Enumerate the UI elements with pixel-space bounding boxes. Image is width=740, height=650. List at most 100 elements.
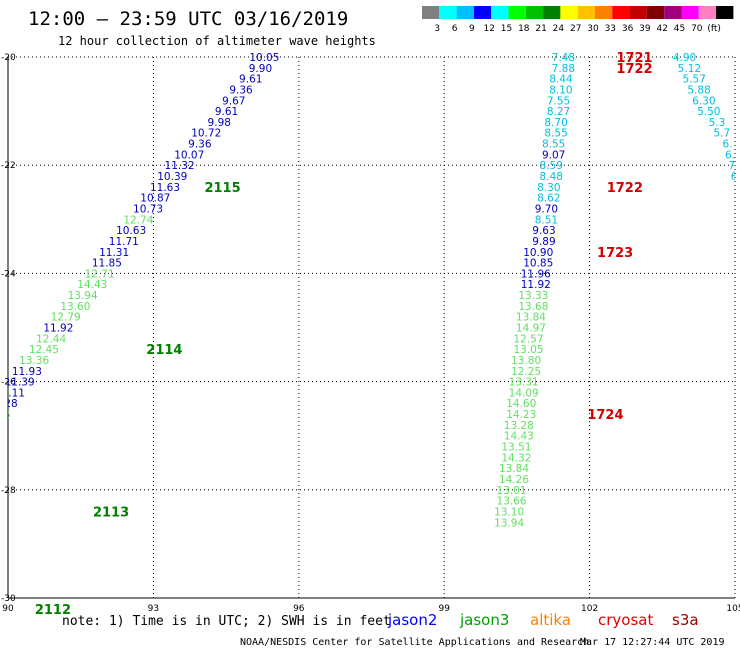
wave-height-label: 13.10 xyxy=(494,506,524,518)
pass-time-label: 2112 xyxy=(35,603,71,618)
wave-height-label: 8.70 xyxy=(544,117,567,129)
wave-height-label: 14.60 xyxy=(506,398,536,410)
wave-height-label: 8.62 xyxy=(537,193,560,205)
wave-height-label: 12.25 xyxy=(511,366,541,378)
wave-height-label: 13.94 xyxy=(68,290,98,302)
color-swatch xyxy=(422,6,440,19)
color-swatch xyxy=(681,6,699,19)
wave-height-label: 8.59 xyxy=(540,160,563,172)
wave-height-label: 4.90 xyxy=(673,52,696,64)
wave-height-label: 13.31 xyxy=(509,377,539,389)
color-swatch xyxy=(595,6,613,19)
wave-height-label: 11.63 xyxy=(150,182,180,194)
mission-legend: jason2 jason3 altika cryosat s3a xyxy=(387,611,699,629)
wave-height-label: 7.88 xyxy=(552,63,575,75)
color-swatch xyxy=(473,6,492,19)
wave-height-label: 13.94 xyxy=(494,517,524,529)
wave-height-label: 14.26 xyxy=(499,474,529,486)
color-scale-tick: 24 xyxy=(553,24,565,34)
color-swatch xyxy=(629,6,647,19)
wave-height-label: 13.80 xyxy=(511,355,541,367)
footer-credit: NOAA/NESDIS Center for Satellite Applica… xyxy=(240,637,589,648)
color-swatch xyxy=(525,6,544,19)
y-tick-label: -26 xyxy=(1,378,16,388)
pass-time-label: 1722 xyxy=(616,62,652,77)
wave-height-label: 9.36 xyxy=(229,84,253,96)
x-tick-label: 99 xyxy=(438,604,450,614)
wave-height-label: 6 xyxy=(731,171,738,183)
y-tick-label: -22 xyxy=(1,161,16,171)
wave-height-label: 6. xyxy=(723,139,733,151)
wave-height-label: 8.27 xyxy=(547,106,570,118)
wave-height-label: 11.92 xyxy=(521,279,551,291)
y-tick-label: -30 xyxy=(1,594,16,604)
wave-height-label: 10.90 xyxy=(523,247,553,259)
color-scale-tick: 27 xyxy=(570,24,581,34)
wave-height-label: 13.33 xyxy=(518,290,548,302)
color-scale-tick: 6 xyxy=(452,24,458,34)
mission-jason3: jason3 xyxy=(459,611,509,629)
wave-height-label: 7.48 xyxy=(552,52,575,64)
color-scale-tick: 42 xyxy=(656,24,667,34)
wave-height-label: 9.63 xyxy=(532,225,555,237)
wave-height-label: 10.85 xyxy=(523,258,553,270)
pass-time-label: 1723 xyxy=(597,246,633,261)
wave-height-label: 5.12 xyxy=(678,63,701,75)
wave-height-label: 5.7 xyxy=(713,128,730,140)
wave-height-label: 9.61 xyxy=(239,74,262,86)
wave-height-label: 12.57 xyxy=(513,333,543,345)
color-scale-tick: 12 xyxy=(483,24,494,34)
x-tick-label: 102 xyxy=(581,604,598,614)
color-swatch xyxy=(612,6,630,19)
wave-height-label: 5.88 xyxy=(687,84,710,96)
wave-height-label: 13.05 xyxy=(513,344,543,356)
x-tick-label: 93 xyxy=(148,604,159,614)
wave-height-label: 5.57 xyxy=(683,74,706,86)
wave-height-label: 10.05 xyxy=(249,52,279,64)
wave-height-label: 12.16 xyxy=(0,409,11,421)
wave-height-label: 9.90 xyxy=(249,63,272,75)
color-scale-tick: 18 xyxy=(518,24,530,34)
wave-height-label: 10.72 xyxy=(191,128,221,140)
color-scale-tick: 21 xyxy=(535,24,546,34)
x-tick-label: 90 xyxy=(2,604,14,614)
wave-height-label: 11.11 xyxy=(0,387,25,399)
color-scale-tick: (ft) xyxy=(707,24,721,34)
wave-height-label: 13.60 xyxy=(60,301,90,313)
wave-height-label: 9.89 xyxy=(532,236,555,248)
footer-timestamp: Mar 17 12:27:44 UTC 2019 xyxy=(580,637,725,648)
x-tick-label: 96 xyxy=(293,604,305,614)
color-scale-tick: 36 xyxy=(622,24,634,34)
wave-height-label: 8.55 xyxy=(542,139,565,151)
mission-jason2: jason2 xyxy=(387,611,437,629)
x-tick-label: 105 xyxy=(726,604,740,614)
wave-height-label: 12.44 xyxy=(36,333,66,345)
color-swatch xyxy=(439,6,457,19)
wave-height-label: 9.36 xyxy=(188,139,212,151)
wave-height-label: 8.10 xyxy=(549,84,572,96)
mission-cryosat: cryosat xyxy=(598,611,653,629)
wave-height-label: 8.48 xyxy=(540,171,563,183)
color-scale-tick: 9 xyxy=(469,24,475,34)
wave-height-label: 9.70 xyxy=(535,203,558,215)
y-tick-label: -24 xyxy=(1,269,16,279)
wave-height-label: 14.23 xyxy=(506,409,536,421)
wave-height-label: 11.28 xyxy=(0,398,18,410)
pass-time-label: 2114 xyxy=(146,343,182,358)
wave-height-label: 13.01 xyxy=(497,485,527,497)
wave-height-label: 9.07 xyxy=(542,149,565,161)
wave-height-label: 5.50 xyxy=(697,106,720,118)
color-swatch xyxy=(716,6,734,19)
wave-height-label: 12.79 xyxy=(51,312,81,324)
wave-height-label: 14.43 xyxy=(77,279,107,291)
plot-area xyxy=(7,57,735,599)
wave-height-label: 10.73 xyxy=(133,203,163,215)
color-scale-tick: 3 xyxy=(434,24,440,34)
axis-tick-labels: 90 93 96 99 102 105 -20 -22 -24 -26 -28 -30 xyxy=(1,53,740,614)
pass-time-label: 2113 xyxy=(93,505,129,520)
wave-height-label: 8.44 xyxy=(549,74,573,86)
wave-height-label: 8.55 xyxy=(544,128,567,140)
color-swatch xyxy=(664,6,682,19)
